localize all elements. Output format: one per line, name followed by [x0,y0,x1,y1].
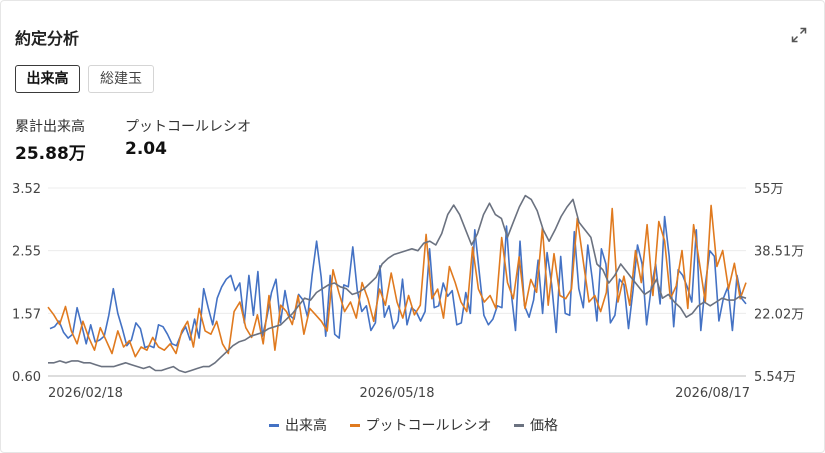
widget-title: 約定分析 [15,29,80,48]
cumulative-volume-value: 25.88万 [15,144,86,164]
right-axis-tick-label: 38.51万 [754,245,804,260]
put-call-ratio-value: 2.04 [125,139,167,159]
legend-item-put-call-ratio[interactable]: プットコールレシオ [349,415,492,435]
legend-item-volume[interactable]: 出来高 [269,415,327,435]
legend-swatch-put-call-ratio [349,423,360,427]
legend-label-put-call-ratio: プットコールレシオ [365,418,492,434]
right-axis-tick-label: 22.02万 [754,307,804,322]
right-axis-tick-label: 55万 [754,182,784,197]
series-line-put-call-ratio [47,204,747,358]
series-line-price [48,194,747,374]
legend-swatch-price [513,423,524,427]
tab-volume[interactable]: 出来高 [15,65,80,93]
x-axis-tick-label: 2026/08/17 [675,386,750,401]
left-axis-tick-label: 2.55 [12,245,41,260]
cumulative-volume-label: 累計出来高 [15,119,85,135]
right-axis-tick-label: 5.54万 [754,370,796,385]
legend-item-price[interactable]: 価格 [513,415,558,435]
chart-legend: 出来高 プットコールレシオ 価格 [1,415,825,435]
left-axis-tick-label: 3.52 [12,182,41,197]
put-call-ratio-label: プットコールレシオ [125,119,251,135]
expand-icon[interactable] [791,27,807,43]
legend-label-price: 価格 [529,418,558,434]
legend-swatch-volume [269,423,280,427]
legend-label-volume: 出来高 [285,418,328,434]
series-line-volume [49,215,747,349]
contract-analysis-chart: 3.52 2.55 1.57 0.60 55万 38.51万 22.02万 5.54万 2026… [12,182,804,401]
x-axis-tick-label: 2026/02/18 [48,386,123,401]
x-axis-tick-label: 2026/05/18 [360,386,435,401]
left-axis-tick-label: 0.60 [12,370,41,385]
tab-open-interest[interactable]: 総建玉 [88,65,154,93]
left-axis-tick-label: 1.57 [12,307,41,322]
